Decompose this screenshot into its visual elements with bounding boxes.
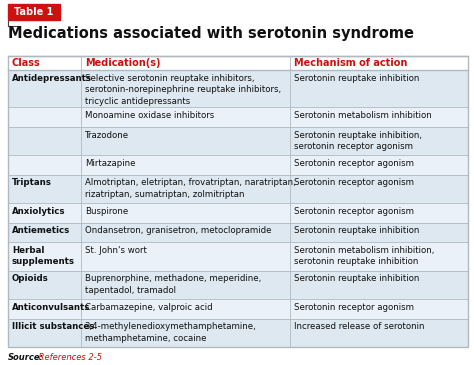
Text: Serotonin receptor agonism: Serotonin receptor agonism bbox=[294, 159, 414, 168]
Text: St. John's wort: St. John's wort bbox=[85, 246, 146, 255]
Text: Illicit substances: Illicit substances bbox=[12, 322, 94, 331]
Text: Serotonin reuptake inhibition: Serotonin reuptake inhibition bbox=[294, 274, 419, 283]
Text: Antiemetics: Antiemetics bbox=[12, 226, 70, 235]
Text: Serotonin receptor agonism: Serotonin receptor agonism bbox=[294, 178, 414, 188]
Bar bbox=[8, 175, 468, 203]
Text: 3,4-methylenedioxymethamphetamine,
methamphetamine, cocaine: 3,4-methylenedioxymethamphetamine, metha… bbox=[85, 322, 256, 343]
Text: Antidepressants: Antidepressants bbox=[12, 74, 92, 83]
Text: Medication(s): Medication(s) bbox=[85, 58, 160, 68]
Bar bbox=[8, 242, 468, 270]
Text: Opioids: Opioids bbox=[12, 274, 49, 283]
Bar bbox=[8, 70, 468, 107]
Text: Almotriptan, eletriptan, frovatriptan, naratriptan,
rizatriptan, sumatriptan, zo: Almotriptan, eletriptan, frovatriptan, n… bbox=[85, 178, 295, 199]
Bar bbox=[8, 56, 468, 70]
Bar bbox=[8, 319, 468, 347]
Text: Serotonin receptor agonism: Serotonin receptor agonism bbox=[294, 207, 414, 216]
Text: Ondansetron, granisetron, metoclopramide: Ondansetron, granisetron, metoclopramide bbox=[85, 226, 271, 235]
Text: Serotonin metabolism inhibition: Serotonin metabolism inhibition bbox=[294, 111, 432, 120]
Text: Serotonin receptor agonism: Serotonin receptor agonism bbox=[294, 303, 414, 312]
Bar bbox=[8, 203, 468, 223]
Bar bbox=[8, 299, 468, 319]
Bar bbox=[8, 107, 468, 127]
Text: Trazodone: Trazodone bbox=[85, 131, 129, 139]
Text: Carbamazepine, valproic acid: Carbamazepine, valproic acid bbox=[85, 303, 212, 312]
Text: Class: Class bbox=[12, 58, 41, 68]
Text: Increased release of serotonin: Increased release of serotonin bbox=[294, 322, 425, 331]
Text: Serotonin metabolism inhibition,
serotonin reuptake inhibition: Serotonin metabolism inhibition, seroton… bbox=[294, 246, 434, 266]
Text: Buspirone: Buspirone bbox=[85, 207, 128, 216]
Text: Anticonvulsants: Anticonvulsants bbox=[12, 303, 91, 312]
Text: Source:: Source: bbox=[8, 353, 44, 362]
Text: Triptans: Triptans bbox=[12, 178, 52, 188]
Text: Monoamine oxidase inhibitors: Monoamine oxidase inhibitors bbox=[85, 111, 214, 120]
Text: Medications associated with serotonin syndrome: Medications associated with serotonin sy… bbox=[8, 26, 414, 41]
Text: Selective serotonin reuptake inhibitors,
serotonin-norepinephrine reuptake inhib: Selective serotonin reuptake inhibitors,… bbox=[85, 74, 281, 105]
Text: Serotonin reuptake inhibition: Serotonin reuptake inhibition bbox=[294, 226, 419, 235]
FancyBboxPatch shape bbox=[8, 4, 60, 20]
Text: Herbal
supplements: Herbal supplements bbox=[12, 246, 75, 266]
Text: Buprenorphine, methadone, meperidine,
tapentadol, tramadol: Buprenorphine, methadone, meperidine, ta… bbox=[85, 274, 261, 295]
Text: Mechanism of action: Mechanism of action bbox=[294, 58, 407, 68]
Bar bbox=[8, 155, 468, 175]
Text: Table 1: Table 1 bbox=[14, 7, 54, 17]
Text: Mirtazapine: Mirtazapine bbox=[85, 159, 135, 168]
Text: Serotonin reuptake inhibition,
serotonin receptor agonism: Serotonin reuptake inhibition, serotonin… bbox=[294, 131, 422, 151]
Bar bbox=[8, 223, 468, 242]
Bar bbox=[8, 127, 468, 155]
Text: Anxiolytics: Anxiolytics bbox=[12, 207, 65, 216]
Text: Serotonin reuptake inhibition: Serotonin reuptake inhibition bbox=[294, 74, 419, 83]
Text: References 2-5: References 2-5 bbox=[36, 353, 102, 362]
Bar bbox=[8, 270, 468, 299]
Bar bbox=[8, 56, 468, 347]
